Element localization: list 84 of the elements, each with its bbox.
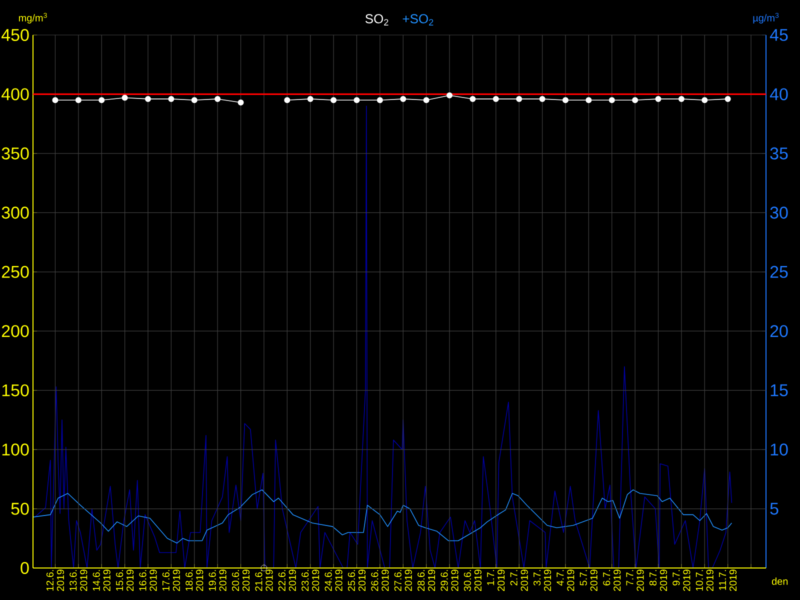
point [516, 96, 522, 102]
point [284, 97, 290, 104]
x-tick-label: 2.7. 2019 [510, 570, 528, 591]
line-series [32, 489, 732, 544]
x-tick-label: 30.6. 2019 [464, 570, 482, 592]
y-tick-label: 100 [2, 444, 29, 456]
x-tick-label: 10.7. 2019 [696, 570, 714, 591]
x-tick-label: 14.6. 2019 [92, 570, 110, 591]
x-tick-label: 13.6. 2019 [70, 570, 88, 591]
x-tick-label: 12.6. 2019 [46, 570, 64, 591]
y-tick-label: 300 [2, 206, 29, 219]
y-tick-label: 450 [1, 28, 29, 42]
x-tick-label: 21.6. 2019 [255, 570, 273, 591]
point [655, 96, 662, 102]
x-axis-title: den [772, 578, 788, 585]
point [330, 97, 337, 104]
x-tick-label: 28.6. 2019 [418, 570, 436, 591]
point [238, 100, 244, 106]
text: +SO$_{2}$ [402, 14, 434, 26]
x-tick-label: 3.7. 2019 [534, 570, 552, 591]
y-tick-label: 50 [11, 502, 29, 515]
y2-tick-label: 5 [770, 502, 778, 515]
x-tick-label: 20.6. 2019 [232, 570, 250, 591]
point [539, 96, 546, 102]
x-tick-label: 16.6. 2019 [139, 570, 157, 591]
x-tick-label: 19.6. 2019 [208, 570, 226, 591]
point [446, 92, 453, 98]
point [191, 97, 198, 104]
x-tick-label: 11.7. 2019 [719, 570, 737, 591]
y-tick-label: 200 [2, 325, 29, 338]
y2-tick-label: 40 [770, 88, 788, 100]
x-tick-label: 8.7. 2019 [649, 570, 668, 591]
x-tick-label: 5.7. 2019 [580, 570, 598, 591]
x-tick-label: 17.6. 2019 [162, 570, 180, 591]
y2-tick-label: 30 [770, 206, 788, 219]
point [562, 97, 568, 104]
y2-axis-title: µg/m$^{3}$ [753, 12, 779, 24]
x-tick-label: 9.7. 2019 [672, 570, 690, 591]
point [168, 96, 174, 102]
point [678, 96, 684, 102]
point [632, 97, 638, 104]
x-tick-label: 24.6. 2019 [324, 570, 342, 591]
x-tick-label: 29.6. 2019 [440, 570, 458, 591]
x-tick-label: 6.7. 2019 [603, 570, 621, 591]
x-tick-label: 27.6. 2019 [394, 570, 412, 591]
x-tick-label: 26.6. 2019 [371, 570, 389, 591]
point [307, 96, 314, 102]
text: SO$_{2}$ [365, 14, 388, 26]
point [52, 97, 58, 104]
point [354, 97, 360, 104]
point [214, 96, 221, 102]
y2-tick-label: 35 [770, 147, 788, 160]
y2-tick-label: 15 [770, 384, 788, 396]
y2-tick-label: 10 [770, 444, 788, 456]
point [492, 96, 499, 102]
y-tick-label: 0 [20, 562, 29, 574]
point [423, 97, 430, 104]
point [376, 97, 383, 104]
x-tick-label: 1.7. 2019 [487, 570, 505, 591]
point [608, 97, 615, 104]
y-tick-label: 250 [2, 266, 29, 278]
x-tick-label: 7.7. 2019 [626, 570, 644, 591]
point [122, 94, 128, 101]
x-tick-label: 4.7. 2019 [556, 570, 574, 591]
point [145, 96, 152, 102]
y-axis-title: mg/m$^{3}$ [18, 12, 47, 24]
point [702, 97, 708, 104]
y2-tick-label: 25 [770, 266, 788, 278]
point [470, 96, 476, 102]
x-tick-label: 15.6. 2019 [116, 570, 134, 591]
x-tick-label: 22.6. 2019 [278, 570, 296, 591]
point [98, 97, 105, 104]
x-tick-label: 25.6. 2019 [348, 570, 366, 591]
point [724, 96, 731, 102]
x-tick-label: 23.6. 2019 [302, 570, 320, 591]
y2-tick-label: 20 [770, 325, 788, 338]
x-tick-label: 18.6. 2019 [186, 570, 204, 591]
point [586, 97, 592, 104]
point [400, 96, 406, 102]
point [75, 97, 82, 104]
y-tick-label: 400 [1, 88, 29, 100]
y-tick-label: 150 [2, 384, 29, 396]
y-tick-label: 350 [2, 147, 29, 160]
y2-tick-label: 45 [770, 29, 788, 41]
